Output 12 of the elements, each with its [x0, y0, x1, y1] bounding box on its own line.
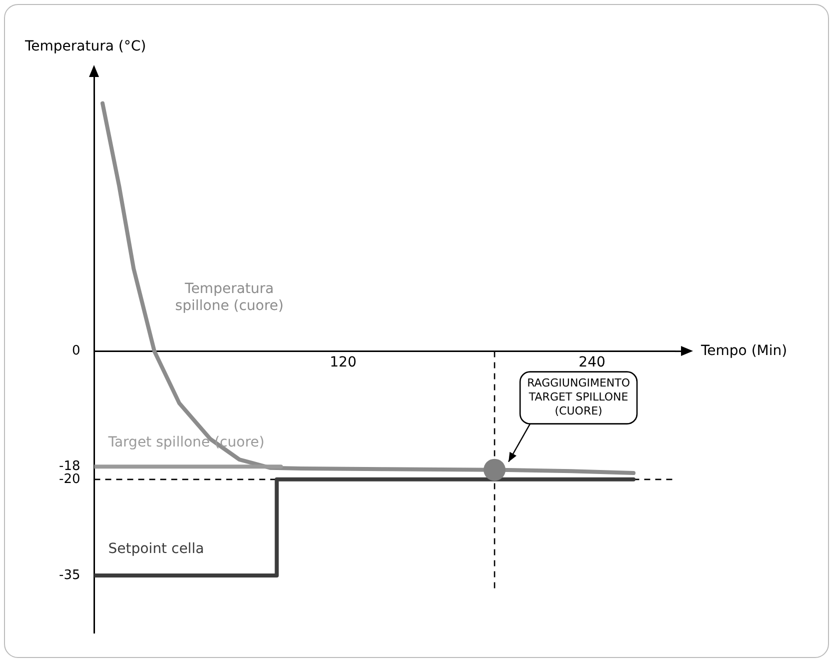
x-tick-label: 120 [330, 354, 356, 370]
x-tick-label: 240 [578, 354, 606, 370]
series-label: Setpoint cella [108, 541, 204, 558]
y-axis-title: Temperatura (°C) [24, 38, 146, 55]
text: Temperatura spillone (cuore) [175, 280, 284, 314]
y-tick-label: -20 [59, 472, 80, 487]
y-tick-label: -18 [59, 458, 80, 474]
y-tick-label: -35 [59, 568, 80, 583]
series-label: Target spillone (cuore) [107, 434, 264, 450]
x-axis-title: Tempo (Min) [700, 342, 788, 359]
annotation: RAGGIUNGIMENTO TARGET SPILLONE (CUORE) [527, 376, 630, 418]
y-tick-label: 0 [72, 344, 80, 359]
